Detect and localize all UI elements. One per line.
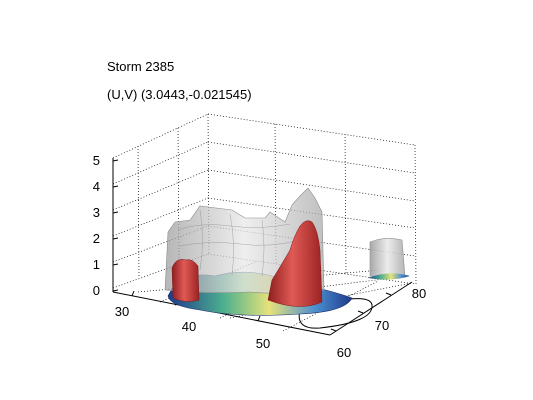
chart-title: Storm 2385	[107, 59, 175, 74]
chart-subtitle: (U,V) (3.0443,-0.021545)	[107, 88, 252, 101]
y-axis-line	[329, 281, 413, 336]
x-tick-label: 50	[256, 336, 270, 351]
small-cell-base	[368, 273, 410, 280]
y-tick-label: 60	[337, 345, 351, 360]
uv-label: (U,V)	[107, 87, 138, 102]
x-tick-label: 30	[115, 304, 129, 319]
z-tick-labels: 5 4 3 2 1 0	[93, 153, 100, 298]
shell-texture	[177, 209, 301, 277]
z-tick-label: 3	[93, 205, 100, 220]
y-tick-label: 70	[375, 318, 389, 333]
z-tick-label: 0	[93, 283, 100, 298]
outer-shell-small-cell	[369, 238, 406, 280]
x-tick-labels: 30 40 50	[115, 304, 270, 351]
core-surface-left	[171, 259, 200, 302]
z-tick-label: 2	[93, 231, 100, 246]
core-surface-right	[267, 220, 323, 307]
y-tick-label: 80	[412, 286, 426, 301]
uv-value: (3.0443,-0.021545)	[140, 87, 252, 102]
x-tick-label: 40	[182, 319, 196, 334]
z-tick-label: 1	[93, 257, 100, 272]
z-tick-label: 4	[93, 179, 100, 194]
y-tick-labels: 60 70 80	[337, 286, 426, 360]
z-tick-label: 5	[93, 153, 100, 168]
